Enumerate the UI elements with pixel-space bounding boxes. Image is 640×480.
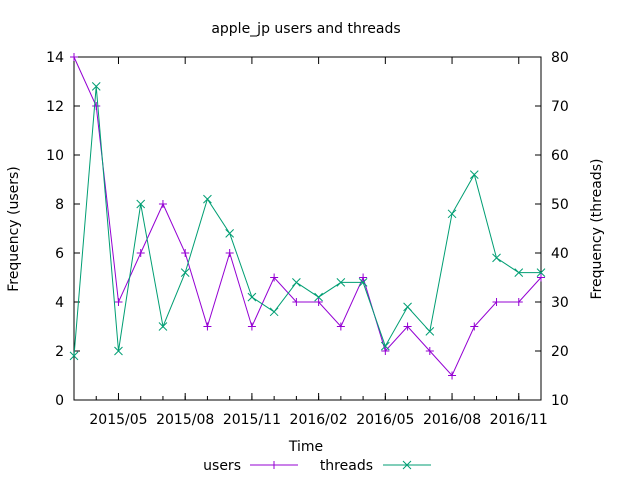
plot-series: [69, 53, 546, 380]
data-point-users: [136, 249, 145, 257]
data-point-users: [292, 298, 301, 306]
series-line-users: [73, 56, 542, 377]
y2-tick-label: 20: [551, 344, 569, 360]
data-point-threads: [269, 307, 279, 317]
data-point-users: [514, 298, 523, 306]
data-point-users: [70, 53, 78, 61]
data-point-users: [537, 273, 545, 282]
data-point-users: [492, 298, 501, 306]
data-point-users: [92, 102, 101, 110]
chart-title: apple_jp users and threads: [211, 21, 400, 37]
y-tick-label: 14: [46, 50, 64, 66]
data-point-threads: [492, 253, 501, 263]
data-point-users: [336, 322, 345, 331]
data-point-threads: [314, 292, 323, 302]
legend-marker-threads: [402, 460, 412, 470]
x-tick-label: 2016/08: [423, 412, 481, 428]
y2-tick-label: 60: [551, 148, 569, 164]
y-tick-label: 10: [46, 148, 64, 164]
x-tick-label: 2016/05: [356, 412, 414, 428]
data-point-users: [114, 298, 123, 306]
data-point-threads: [536, 268, 546, 277]
y2-axis-label: Frequency (threads): [589, 159, 605, 300]
data-point-threads: [292, 278, 301, 287]
data-point-threads: [136, 199, 146, 209]
data-point-threads: [203, 194, 212, 204]
y2-tick-label: 10: [551, 393, 569, 409]
y-tick-label: 12: [46, 99, 64, 115]
legend-label-threads: threads: [320, 458, 373, 474]
y-tick-label: 4: [55, 295, 64, 311]
data-point-users: [158, 200, 167, 208]
data-point-users: [203, 322, 212, 331]
y2-tick-label: 40: [551, 246, 569, 262]
y2-tick-label: 30: [551, 295, 569, 311]
data-point-users: [247, 322, 256, 331]
series-line-threads: [73, 86, 541, 356]
data-point-threads: [91, 82, 101, 91]
data-point-threads: [180, 268, 190, 277]
y-tick-label: 6: [55, 246, 64, 262]
x-tick-label: 2016/11: [490, 412, 548, 428]
data-point-threads: [514, 268, 524, 277]
x-axis-label: Time: [288, 439, 323, 455]
data-point-users: [270, 273, 279, 282]
data-point-users: [425, 347, 434, 355]
data-point-threads: [114, 346, 123, 356]
data-point-users: [470, 322, 479, 331]
data-point-users: [181, 249, 190, 257]
legend-marker-users: [270, 461, 278, 469]
x-tick-label: 2015/08: [156, 412, 214, 428]
y2-tick-label: 70: [551, 99, 569, 115]
y-tick-label: 2: [55, 344, 64, 360]
legend-label-users: users: [203, 458, 241, 474]
legend: users threads: [203, 458, 431, 474]
data-point-users: [314, 298, 323, 306]
data-point-threads: [447, 209, 457, 219]
data-point-users: [359, 273, 368, 282]
data-point-users: [381, 347, 390, 355]
y2-tick-label: 80: [551, 50, 569, 66]
y-tick-label: 0: [55, 393, 64, 409]
data-point-threads: [158, 322, 168, 331]
x-tick-label: 2015/05: [89, 412, 147, 428]
data-point-threads: [358, 278, 368, 287]
data-point-threads: [380, 341, 390, 351]
data-point-threads: [425, 327, 435, 336]
axes: 0 2 4 6 8 10 12 14 10 20 30 40 50 60 70 80 2015/05 2015/0…: [46, 50, 569, 428]
data-point-users: [225, 249, 234, 257]
plot-frame: [73, 56, 542, 401]
y-tick-label: 8: [55, 197, 64, 213]
data-point-threads: [69, 351, 79, 361]
data-point-threads: [225, 229, 235, 238]
x-tick-label: 2015/11: [223, 412, 281, 428]
data-point-users: [403, 322, 412, 331]
y-axis-label: Frequency (users): [6, 166, 22, 292]
y2-tick-label: 50: [551, 197, 569, 213]
data-point-threads: [469, 170, 479, 179]
series-threads: [69, 82, 546, 361]
series-users: [70, 53, 545, 380]
data-point-threads: [336, 278, 346, 287]
data-point-users: [448, 371, 457, 380]
x-tick-label: 2016/02: [290, 412, 348, 428]
data-point-threads: [247, 292, 257, 302]
data-point-threads: [403, 302, 412, 312]
